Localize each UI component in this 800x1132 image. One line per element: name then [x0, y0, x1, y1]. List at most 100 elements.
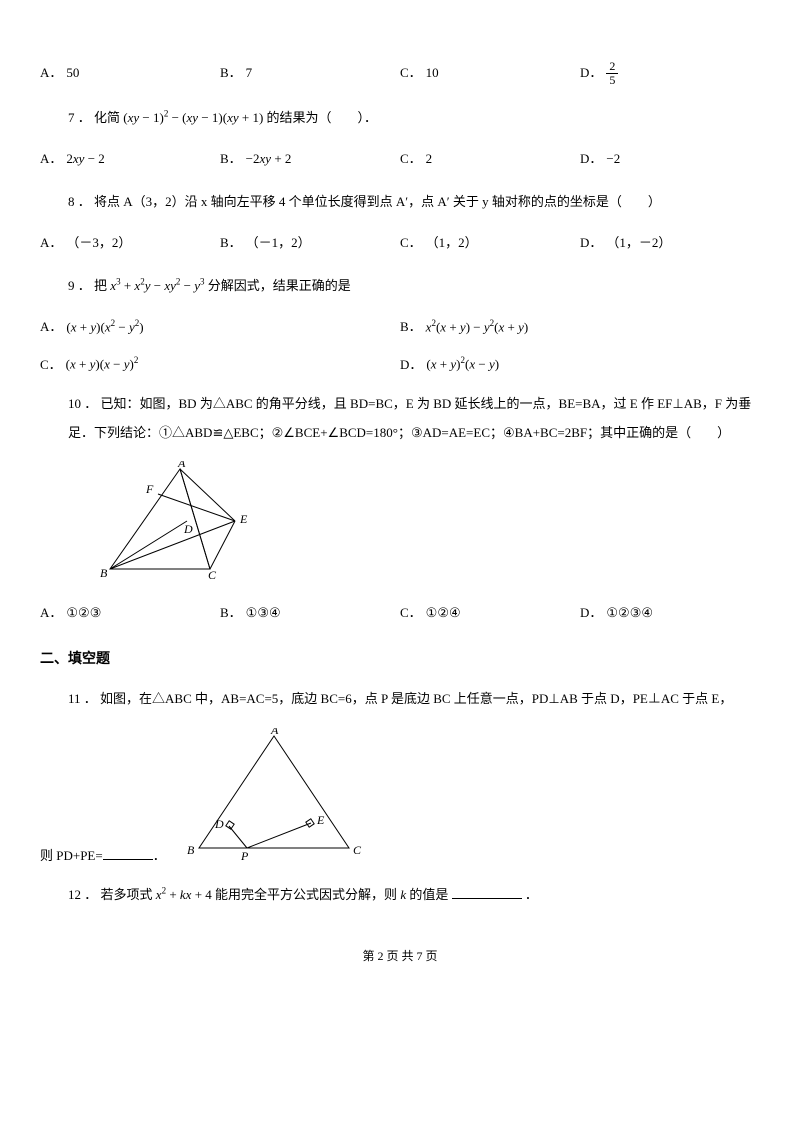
page-footer: 第 2 页 共 7 页 [40, 946, 760, 968]
q10-text: 已知：如图，BD 为△ABC 的角平分线，且 BD=BC，E 为 BD 延长线上… [68, 396, 751, 440]
q7-pre: 化简 [94, 110, 123, 125]
opt-label: D． [580, 601, 602, 624]
label-A: A [270, 728, 279, 737]
q8-c-text: （1，2） [426, 231, 478, 254]
q9-post: 分解因式，结果正确的是 [208, 278, 351, 293]
label-D: D [183, 522, 193, 536]
q7-num: 7 ． [68, 110, 91, 125]
q10-opt-a: A．①②③ [40, 601, 220, 624]
q6-opt-d: D． 2 5 [580, 60, 760, 86]
label-B: B [100, 566, 108, 580]
q6-b-text: 7 [246, 61, 253, 84]
q10-c-text: ①②④ [426, 601, 461, 624]
opt-label: D． [400, 353, 422, 376]
opt-label: C． [400, 61, 422, 84]
q7-opt-d: D．−2 [580, 147, 760, 170]
q6-options: A． 50 B． 7 C． 10 D． 2 5 [40, 60, 760, 86]
q12-post: 的值是 [409, 887, 448, 902]
q8-opt-d: D．（1，－2） [580, 231, 760, 254]
q8-opt-b: B．（－1，2） [220, 231, 400, 254]
opt-label: D． [580, 231, 602, 254]
q8-a-text: （－3，2） [66, 231, 131, 254]
opt-label: B． [400, 315, 422, 338]
opt-label: B． [220, 231, 242, 254]
label-B: B [187, 843, 195, 857]
q6-c-text: 10 [426, 61, 439, 84]
frac-num: 2 [606, 60, 618, 74]
q7-a-text: 2xy − 2 [66, 147, 104, 170]
opt-label: B． [220, 601, 242, 624]
q11-svg: A B C P D E [179, 728, 369, 860]
q9-opt-c: C．(x + y)(x − y)2 [40, 352, 400, 376]
opt-label: A． [40, 601, 62, 624]
q11: 11 ． 如图，在△ABC 中，AB=AC=5，底边 BC=6，点 P 是底边 … [68, 685, 760, 714]
q10-svg: A B C D E F [100, 461, 260, 583]
q9-d-text: (x + y)2(x − y) [426, 352, 499, 376]
q9-opt-d: D．(x + y)2(x − y) [400, 352, 760, 376]
q7-d-text: −2 [606, 147, 620, 170]
q8-d-text: （1，－2） [606, 231, 671, 254]
q7-b-text: −2xy + 2 [246, 147, 292, 170]
q7: 7 ． 化简 (xy − 1)2 − (xy − 1)(xy + 1) 的结果为… [68, 104, 760, 133]
q11-blank [103, 847, 153, 860]
q8-text: 将点 A（3，2）沿 x 轴向左平移 4 个单位长度得到点 A′，点 A′ 关于… [94, 194, 661, 209]
opt-label: A． [40, 315, 62, 338]
q9-b-text: x2(x + y) − y2(x + y) [426, 315, 529, 339]
q6-a-text: 50 [66, 61, 79, 84]
q11-text: 如图，在△ABC 中，AB=AC=5，底边 BC=6，点 P 是底边 BC 上任… [100, 691, 732, 706]
q7-expr: (xy − 1)2 − (xy − 1)(xy + 1) [123, 110, 263, 125]
q10-figure: A B C D E F [100, 461, 760, 590]
q9: 9 ． 把 x3 + x2y − xy2 − y3 分解因式，结果正确的是 [68, 272, 760, 301]
label-A: A [177, 461, 186, 470]
q12-k: k [400, 887, 406, 902]
opt-label: C． [40, 353, 62, 376]
section-b-title: 二、填空题 [40, 646, 760, 671]
q9-expr: x3 + x2y − xy2 − y3 [110, 278, 204, 293]
q7-opt-a: A．2xy − 2 [40, 147, 220, 170]
frac-den: 5 [606, 74, 618, 87]
q10-b-text: ①③④ [246, 601, 281, 624]
q9-options-row2: C．(x + y)(x − y)2 D．(x + y)2(x − y) [40, 352, 760, 376]
q11-num: 11 ． [68, 691, 97, 706]
opt-label: D． [580, 61, 602, 84]
label-C: C [353, 843, 362, 857]
q9-a-text: (x + y)(x2 − y2) [66, 315, 143, 339]
q12-blank [452, 886, 522, 899]
q10-options: A．①②③ B．①③④ C．①②④ D．①②③④ [40, 601, 760, 624]
q8-options: A．（－3，2） B．（－1，2） C．（1，2） D．（1，－2） [40, 231, 760, 254]
q11-figure: A B C P D E [179, 728, 369, 867]
label-C: C [208, 568, 217, 582]
label-F: F [145, 482, 154, 496]
opt-label: B． [220, 61, 242, 84]
q9-opt-a: A．(x + y)(x2 − y2) [40, 315, 400, 339]
opt-label: C． [400, 231, 422, 254]
q9-pre: 把 [94, 278, 110, 293]
opt-label: C． [400, 601, 422, 624]
q12-expr: x2 + kx + 4 [156, 887, 212, 902]
q12-mid: 能用完全平方公式因式分解，则 [215, 887, 400, 902]
q8-b-text: （－1，2） [246, 231, 311, 254]
label-E: E [239, 512, 248, 526]
q9-options-row1: A．(x + y)(x2 − y2) B．x2(x + y) − y2(x + … [40, 315, 760, 339]
q10-d-text: ①②③④ [606, 601, 653, 624]
q6-opt-a: A． 50 [40, 60, 220, 86]
q10: 10 ． 已知：如图，BD 为△ABC 的角平分线，且 BD=BC，E 为 BD… [68, 390, 760, 447]
q10-num: 10 ． [68, 396, 97, 411]
opt-label: C． [400, 147, 422, 170]
q11-line2: 则 PD+PE=． A B C P D E [40, 728, 760, 867]
label-D: D [214, 817, 224, 831]
opt-label: A． [40, 147, 62, 170]
opt-label: D． [580, 147, 602, 170]
q6-d-fraction: 2 5 [606, 60, 618, 86]
q7-opt-c: C．2 [400, 147, 580, 170]
q12: 12 ． 若多项式 x2 + kx + 4 能用完全平方公式因式分解，则 k 的… [68, 881, 760, 910]
opt-label: B． [220, 147, 242, 170]
q9-c-text: (x + y)(x − y)2 [66, 352, 139, 376]
q10-a-text: ①②③ [66, 601, 101, 624]
q6-opt-b: B． 7 [220, 60, 400, 86]
q11-tail-pre: 则 PD+PE= [40, 848, 103, 863]
q8: 8 ． 将点 A（3，2）沿 x 轴向左平移 4 个单位长度得到点 A′，点 A… [68, 188, 760, 217]
q7-c-text: 2 [426, 147, 433, 170]
q10-opt-c: C．①②④ [400, 601, 580, 624]
q8-num: 8 ． [68, 194, 91, 209]
